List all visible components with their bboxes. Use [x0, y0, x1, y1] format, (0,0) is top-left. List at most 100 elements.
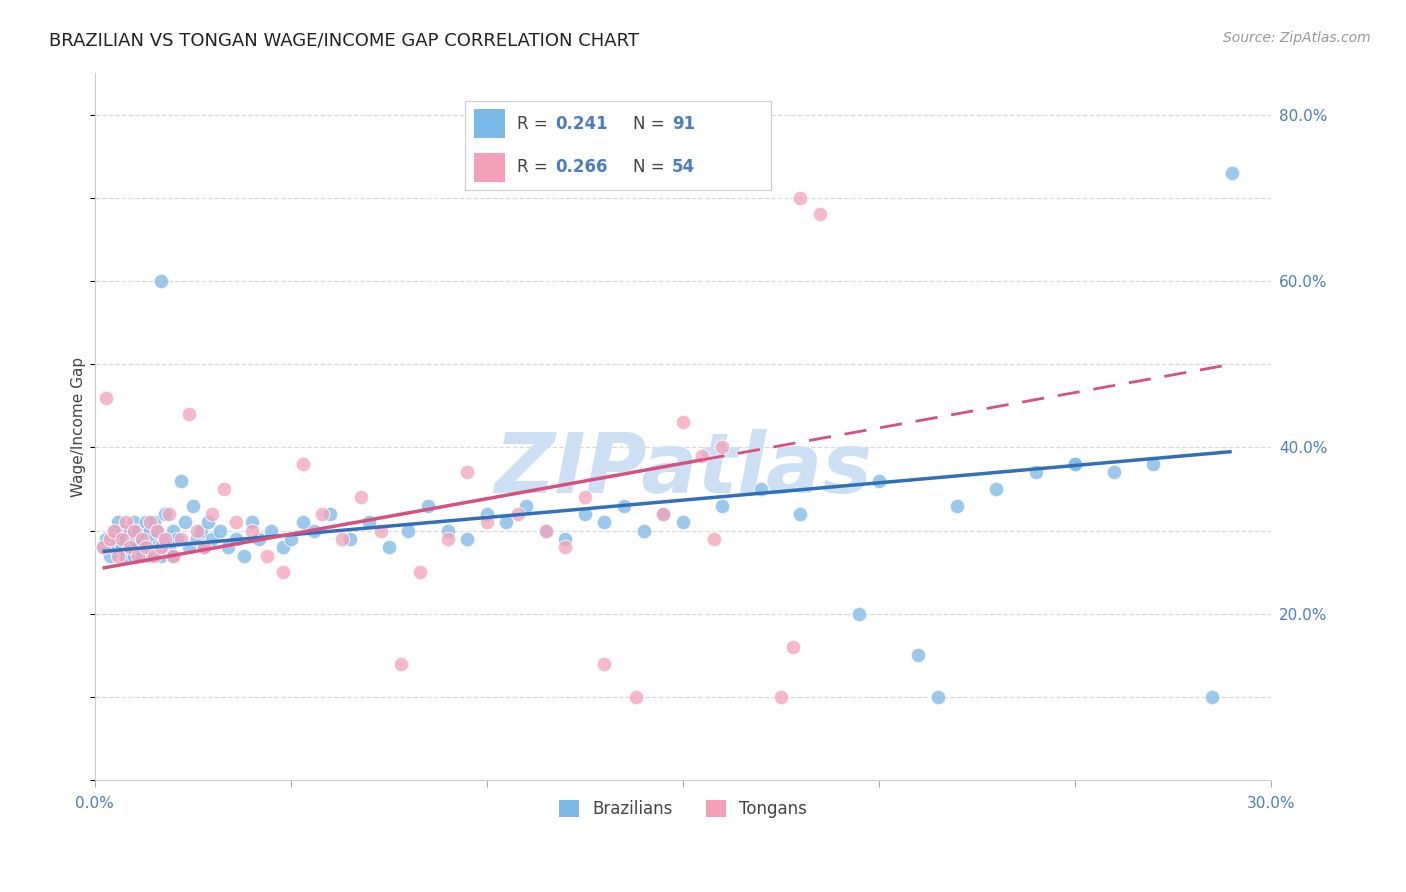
Point	[711, 499, 734, 513]
Point	[574, 507, 596, 521]
Point	[409, 566, 432, 580]
Point	[142, 532, 165, 546]
Point	[624, 690, 647, 704]
Point	[672, 516, 695, 530]
Point	[782, 640, 804, 655]
Point	[311, 507, 333, 521]
Point	[150, 549, 173, 563]
Point	[359, 516, 381, 530]
Point	[107, 532, 129, 546]
Point	[1025, 466, 1047, 480]
Point	[100, 549, 122, 563]
Point	[122, 524, 145, 538]
Point	[100, 532, 122, 546]
Point	[946, 499, 969, 513]
Point	[416, 499, 439, 513]
Point	[155, 532, 177, 546]
Point	[247, 532, 270, 546]
Point	[456, 532, 478, 546]
Point	[138, 524, 160, 538]
Point	[138, 516, 160, 530]
Point	[554, 532, 576, 546]
Point	[127, 541, 149, 555]
Point	[396, 524, 419, 538]
Point	[193, 541, 215, 555]
Point	[96, 391, 118, 405]
Point	[118, 541, 141, 555]
Point	[142, 549, 165, 563]
Point	[146, 524, 169, 538]
Point	[115, 532, 138, 546]
Point	[91, 541, 114, 555]
Point	[118, 524, 141, 538]
Point	[475, 507, 498, 521]
Point	[475, 516, 498, 530]
Point	[135, 541, 157, 555]
Point	[150, 274, 173, 288]
Point	[170, 532, 193, 546]
Point	[122, 549, 145, 563]
Point	[131, 532, 153, 546]
Point	[339, 532, 361, 546]
Point	[103, 524, 125, 538]
Point	[789, 191, 811, 205]
Point	[319, 507, 342, 521]
Point	[613, 499, 636, 513]
Point	[534, 524, 557, 538]
Point	[848, 607, 870, 621]
Point	[138, 549, 160, 563]
Point	[593, 516, 616, 530]
Text: Source: ZipAtlas.com: Source: ZipAtlas.com	[1223, 31, 1371, 45]
Point	[304, 524, 326, 538]
Point	[193, 541, 215, 555]
Point	[111, 524, 134, 538]
Point	[111, 532, 134, 546]
Point	[111, 541, 134, 555]
Point	[789, 507, 811, 521]
Point	[1142, 457, 1164, 471]
Point	[107, 516, 129, 530]
Point	[652, 507, 675, 521]
Legend: Brazilians, Tongans: Brazilians, Tongans	[553, 794, 814, 825]
Point	[131, 532, 153, 546]
Point	[225, 532, 247, 546]
Point	[1201, 690, 1223, 704]
Point	[495, 516, 517, 530]
Point	[534, 524, 557, 538]
Point	[209, 524, 232, 538]
Point	[155, 532, 177, 546]
Point	[240, 524, 263, 538]
Point	[103, 541, 125, 555]
Point	[201, 507, 224, 521]
Point	[652, 507, 675, 521]
Point	[271, 541, 294, 555]
Text: ZIPatlas: ZIPatlas	[494, 428, 872, 509]
Point	[115, 516, 138, 530]
Point	[508, 507, 530, 521]
Point	[157, 507, 180, 521]
Point	[162, 549, 184, 563]
Text: BRAZILIAN VS TONGAN WAGE/INCOME GAP CORRELATION CHART: BRAZILIAN VS TONGAN WAGE/INCOME GAP CORR…	[49, 31, 640, 49]
Point	[91, 541, 114, 555]
Point	[217, 541, 239, 555]
Point	[1063, 457, 1085, 471]
Point	[150, 541, 173, 555]
Point	[907, 648, 929, 663]
Point	[515, 499, 537, 513]
Point	[96, 532, 118, 546]
Point	[162, 524, 184, 538]
Point	[155, 507, 177, 521]
Point	[186, 532, 208, 546]
Point	[377, 541, 399, 555]
Point	[115, 549, 138, 563]
Point	[574, 491, 596, 505]
Point	[135, 516, 157, 530]
Point	[225, 516, 247, 530]
Point	[271, 566, 294, 580]
Point	[212, 482, 235, 496]
Point	[389, 657, 412, 671]
Point	[868, 474, 890, 488]
Point	[166, 532, 188, 546]
Point	[927, 690, 949, 704]
Point	[186, 524, 208, 538]
